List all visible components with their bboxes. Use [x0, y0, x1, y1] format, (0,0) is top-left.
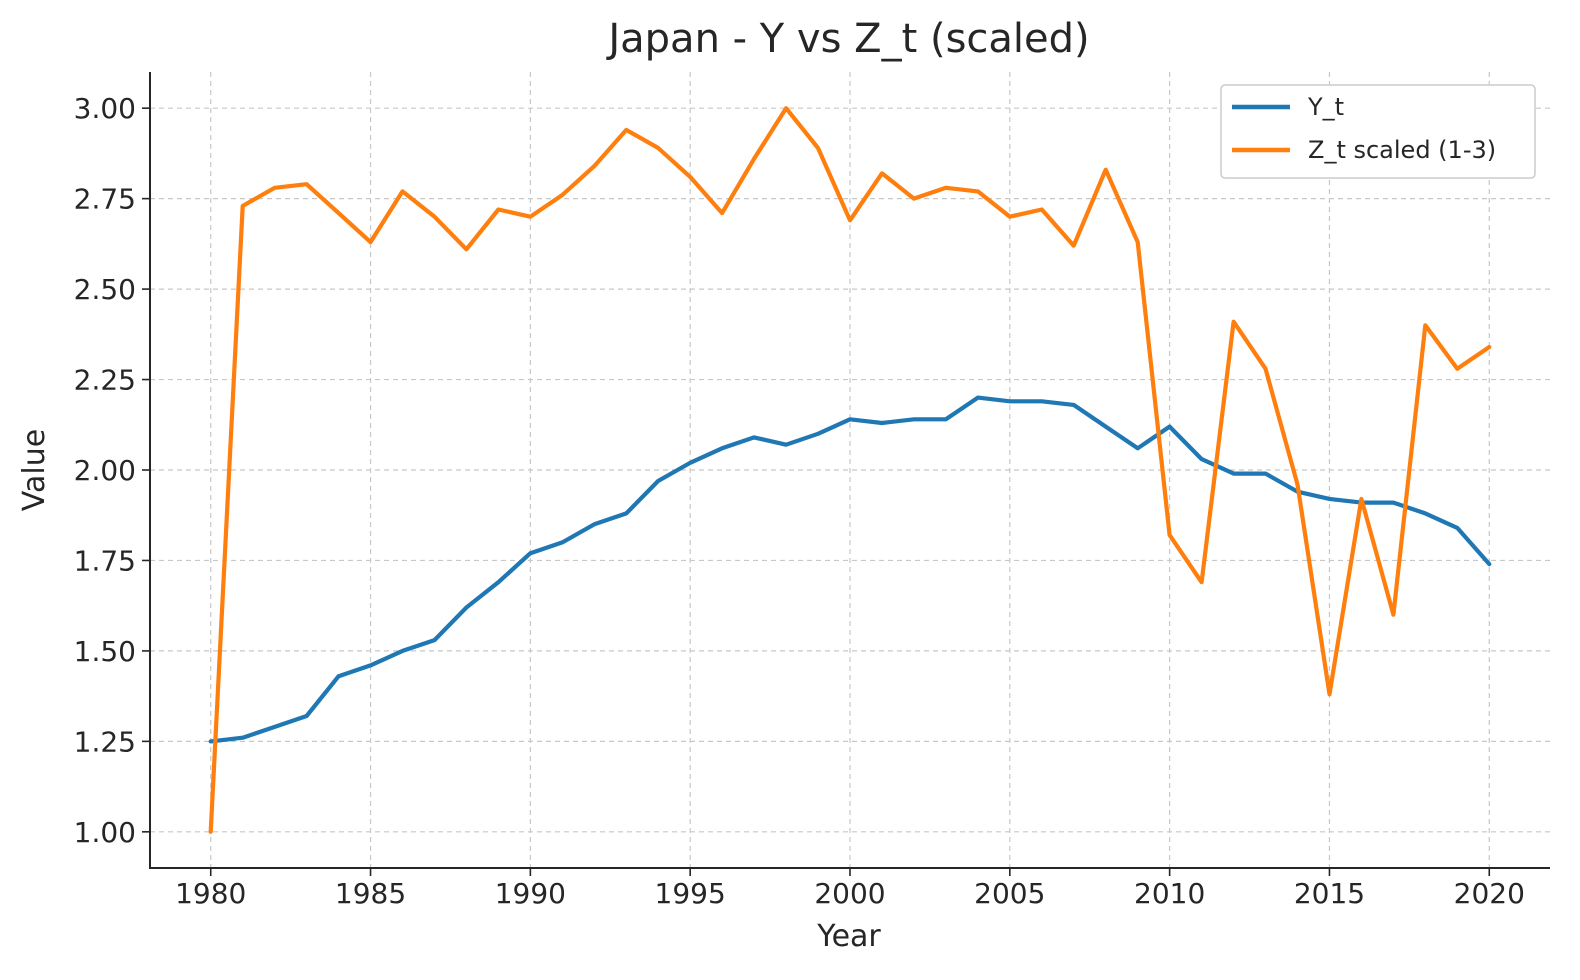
x-tick-label: 1990 [495, 877, 566, 910]
x-tick-label: 2010 [1134, 877, 1205, 910]
legend-label-z-t: Z_t scaled (1-3) [1308, 136, 1496, 164]
chart-title: Japan - Y vs Z_t (scaled) [605, 16, 1089, 62]
x-tick-label: 1985 [335, 877, 406, 910]
y-tick-label: 1.25 [74, 725, 136, 758]
axes [149, 72, 1550, 869]
y-tick-label: 1.50 [74, 635, 136, 668]
x-tick-label: 2015 [1294, 877, 1365, 910]
x-tick-label: 2005 [974, 877, 1045, 910]
x-tick-label: 1980 [175, 877, 246, 910]
series-lines [208, 106, 1492, 834]
series-line-1 [208, 106, 1492, 834]
y-tick-label: 2.00 [74, 454, 136, 487]
x-tick-label: 2000 [814, 877, 885, 910]
legend-box [1220, 84, 1536, 179]
legend-label-y-t: Y_t [1307, 93, 1344, 121]
y-tick-label: 2.50 [74, 273, 136, 306]
x-ticks: 1980 1985 1990 1995 2000 2005 2010 2015 2020 [175, 868, 1525, 910]
y-tick-label: 1.00 [74, 816, 136, 849]
y-tick-label: 2.25 [74, 364, 136, 397]
y-tick-label: 2.75 [74, 183, 136, 216]
x-axis-label: Year [816, 919, 881, 954]
series-line-0 [208, 395, 1492, 744]
y-tick-label: 3.00 [74, 92, 136, 125]
legend: Y_t Z_t scaled (1-3) [1220, 84, 1536, 179]
axes-spine [149, 72, 1550, 869]
y-tick-label: 1.75 [74, 544, 136, 577]
y-axis-label: Value [17, 429, 52, 511]
grid-lines [150, 72, 1550, 868]
x-tick-label: 1995 [655, 877, 726, 910]
y-ticks: 1.00 1.25 1.50 1.75 2.00 2.25 2.50 2.75 3.00 [74, 92, 150, 849]
x-tick-label: 2020 [1454, 877, 1525, 910]
